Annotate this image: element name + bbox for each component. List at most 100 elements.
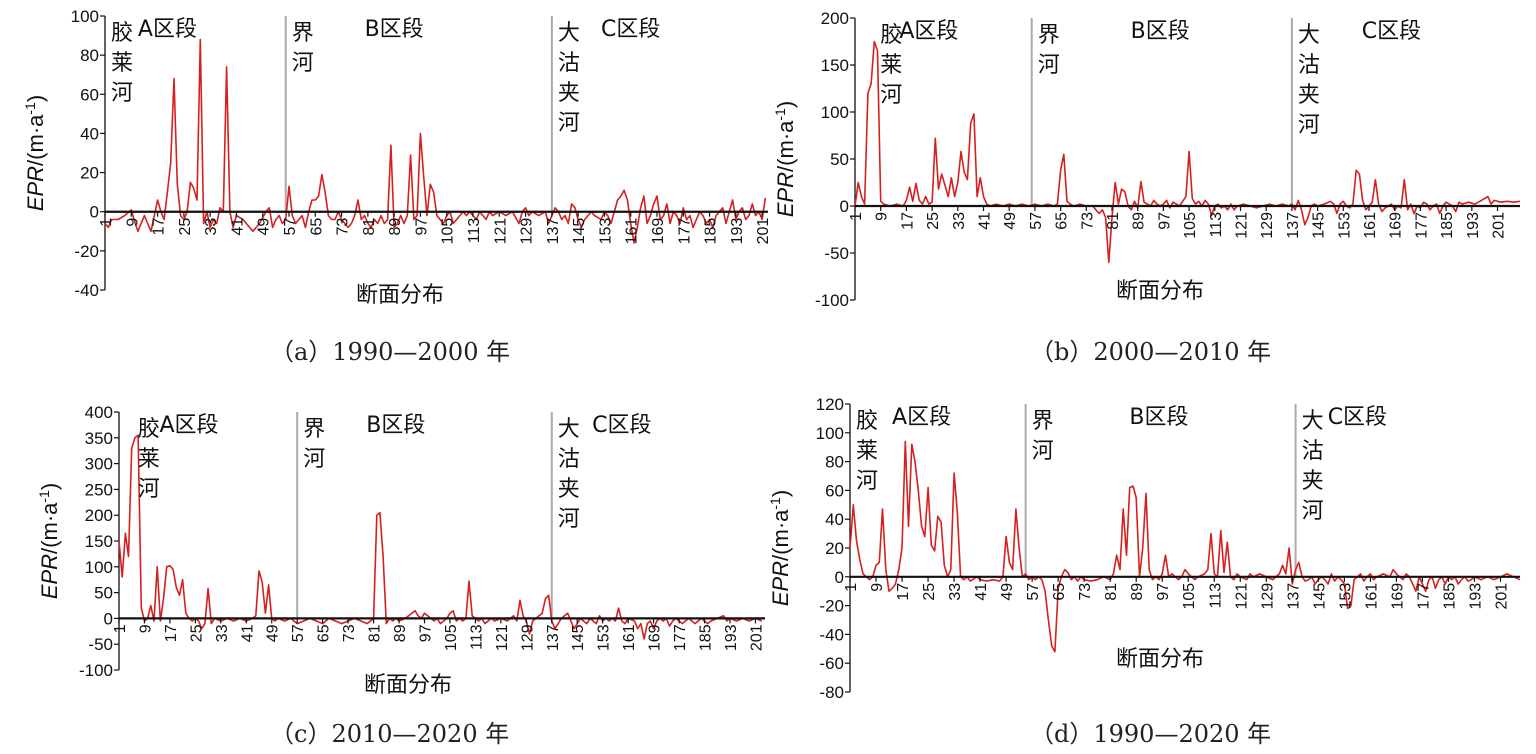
region-label: B区段 xyxy=(365,17,424,42)
x-tick-label: 129 xyxy=(1259,212,1276,239)
river-label-char: 河 xyxy=(303,447,325,472)
x-tick-label: 57 xyxy=(1028,212,1045,230)
x-tick-label: 145 xyxy=(1311,583,1328,610)
x-tick-label: 1 xyxy=(848,212,865,221)
x-tick-label: 161 xyxy=(624,218,641,245)
x-tick-label: 129 xyxy=(519,218,536,245)
x-tick-label: 89 xyxy=(387,218,404,236)
chart-a-background xyxy=(0,0,768,330)
y-tick-label: 0 xyxy=(835,568,844,587)
x-tick-label: 201 xyxy=(1493,583,1510,610)
x-tick-label: 105 xyxy=(440,218,457,245)
river-label-char: 夹 xyxy=(1298,83,1320,108)
x-tick-label: 65 xyxy=(1051,583,1068,601)
chart-d-background xyxy=(768,380,1536,710)
x-tick-label: 33 xyxy=(951,212,968,230)
river-label-char: 胶 xyxy=(856,409,878,434)
x-tick-label: 105 xyxy=(1182,212,1199,239)
x-tick-label: 177 xyxy=(676,218,693,245)
x-tick-label: 153 xyxy=(596,624,613,651)
river-label-char: 夹 xyxy=(558,477,580,502)
y-tick-label: 150 xyxy=(85,532,113,551)
x-tick-label: 153 xyxy=(1336,212,1353,239)
y-tick-label: 120 xyxy=(816,395,844,414)
y-tick-label: 50 xyxy=(830,150,849,169)
y-axis-title-close: ) xyxy=(773,101,798,108)
x-tick-label: 177 xyxy=(1415,583,1432,610)
river-label-char: 河 xyxy=(856,469,878,494)
x-tick-label: 41 xyxy=(973,583,990,601)
x-tick-label: 25 xyxy=(921,583,938,601)
x-tick-label: 121 xyxy=(1233,583,1250,610)
y-tick-label: 60 xyxy=(80,85,99,104)
chart-c-svg: -100 -50 0 50 100 150 200 250 300 350 400 EPR/(m·a-… xyxy=(36,403,765,697)
x-tick-label: 89 xyxy=(392,624,409,642)
region-label: A区段 xyxy=(892,405,951,430)
chart-a-svg: -40 -20 0 20 40 60 80 100 EPR/(m·a-1) 1 9 17 25 33 41 4… xyxy=(22,7,772,307)
x-tick-label: 1 xyxy=(843,583,860,592)
y-tick-label: 100 xyxy=(71,7,99,26)
x-tick-label: 153 xyxy=(1337,583,1354,610)
river-label-char: 河 xyxy=(1302,499,1324,524)
x-tick-label: 113 xyxy=(466,218,483,244)
chart-panel-a: -40 -20 0 20 40 60 80 100 EPR/(m·a-1) 1 9 17 25 33 41 4… xyxy=(0,0,772,372)
chart-panel-d: -80 -60 -40 -20 0 20 40 60 80 100 120 EPR/(m·a-1) 1 9… xyxy=(767,380,1536,754)
x-tick-label: 185 xyxy=(698,624,715,651)
river-label-char: 大 xyxy=(1298,23,1320,48)
region-label: C区段 xyxy=(1328,405,1387,430)
river-label-char: 胶 xyxy=(111,21,133,46)
river-label-char: 沽 xyxy=(558,51,580,76)
river-label-char: 界 xyxy=(1038,23,1060,48)
x-tick-label: 137 xyxy=(545,218,562,245)
x-axis-title: 断面分布 xyxy=(1116,646,1204,671)
x-tick-label: 113 xyxy=(468,624,485,650)
chart-b-svg: -100 -50 0 50 100 150 200 EPR/(m·a-1) 1 9 17 25 33 41… xyxy=(772,9,1521,310)
y-tick-label: 250 xyxy=(85,480,113,499)
epr-series-line xyxy=(854,40,1521,264)
x-tick-label: 201 xyxy=(748,624,765,651)
x-tick-label: 25 xyxy=(177,218,194,236)
x-tick-label: 89 xyxy=(1131,212,1148,230)
y-tick-label: 200 xyxy=(821,9,849,28)
x-tick-label: 161 xyxy=(621,624,638,651)
river-label-char: 大 xyxy=(558,21,580,46)
x-tick-label: 201 xyxy=(1491,212,1508,239)
river-label-char: 河 xyxy=(138,477,160,502)
x-tick-label: 177 xyxy=(1413,212,1430,239)
y-axis-title-main: EPR xyxy=(773,172,798,217)
x-tick-label: 105 xyxy=(1181,583,1198,610)
x-tick-label: 153 xyxy=(597,218,614,245)
x-tick-label: 161 xyxy=(1362,212,1379,239)
y-axis-title-close: ) xyxy=(37,483,62,490)
x-axis-title: 断面分布 xyxy=(1116,278,1204,303)
x-tick-label: 65 xyxy=(316,624,333,642)
chart-c-caption: （c）2010—2020 年 xyxy=(270,720,510,748)
chart-d-caption: （d）1990—2020 年 xyxy=(1030,720,1272,748)
y-tick-label: 100 xyxy=(85,558,113,577)
x-tick-label: 185 xyxy=(1441,583,1458,610)
y-tick-label: -40 xyxy=(74,281,99,300)
x-tick-label: 129 xyxy=(519,624,536,651)
x-tick-label: 161 xyxy=(1363,583,1380,610)
river-label-char: 界 xyxy=(1032,409,1054,434)
x-tick-label: 41 xyxy=(977,212,994,230)
x-axis-title: 断面分布 xyxy=(364,672,452,697)
y-tick-label: -20 xyxy=(74,242,99,261)
y-axis-title-main: EPR xyxy=(37,554,62,599)
x-tick-label: 169 xyxy=(650,218,667,245)
x-tick-label: 65 xyxy=(308,218,325,236)
river-label-char: 河 xyxy=(1032,439,1054,464)
river-label-char: 大 xyxy=(558,417,580,442)
x-tick-label: 97 xyxy=(1155,583,1172,601)
river-label-char: 河 xyxy=(1298,113,1320,138)
river-label-char: 沽 xyxy=(1298,53,1320,78)
chart-c-background xyxy=(0,380,768,710)
river-label-char: 界 xyxy=(303,417,325,442)
x-tick-label: 169 xyxy=(1388,212,1405,239)
river-label-char: 莱 xyxy=(856,439,878,464)
chart-a-caption: （a）1990—2000 年 xyxy=(270,338,511,366)
river-label-char: 胶 xyxy=(138,417,160,442)
river-label-char: 河 xyxy=(111,81,133,106)
y-axis-title-exp: -1 xyxy=(22,102,38,115)
